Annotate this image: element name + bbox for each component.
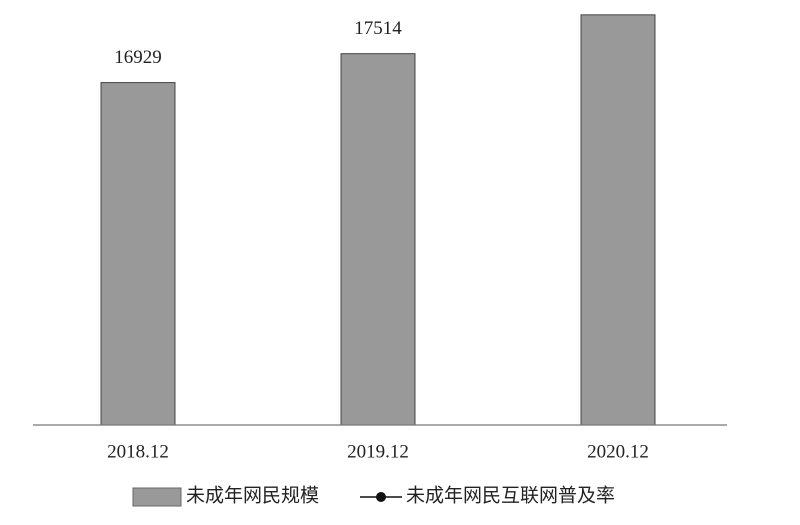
x-tick-label: 2019.12 xyxy=(347,441,409,462)
data-label: 17514 xyxy=(354,18,402,39)
legend-label: 未成年网民规模 xyxy=(186,484,319,506)
x-tick-label: 2018.12 xyxy=(107,441,169,462)
legend-marker xyxy=(376,492,386,502)
x-tick-label: 2020.12 xyxy=(587,441,649,462)
bar xyxy=(580,14,656,426)
bar xyxy=(100,82,176,426)
bar xyxy=(340,53,416,426)
data-label: 16929 xyxy=(114,47,162,68)
legend-swatch xyxy=(132,487,182,507)
legend-label: 未成年网民互联网普及率 xyxy=(406,484,615,506)
